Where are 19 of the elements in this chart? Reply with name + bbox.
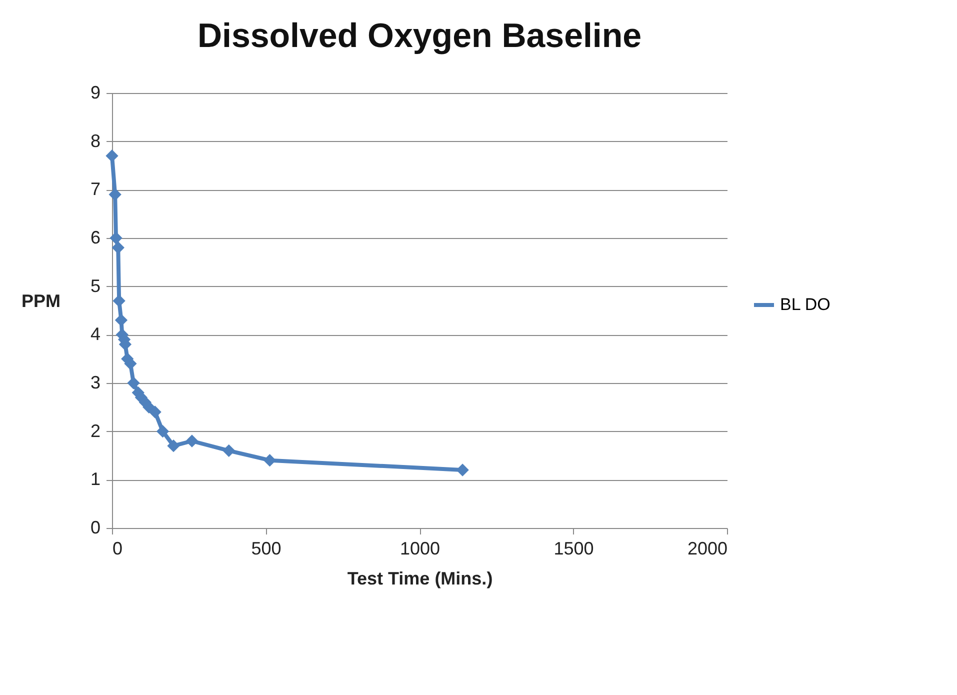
y-tick-label: 0 xyxy=(90,518,100,538)
chart-title: Dissolved Oxygen Baseline xyxy=(197,17,642,55)
y-tick-label: 6 xyxy=(90,228,100,248)
legend-label: BL DO xyxy=(780,295,830,314)
x-tick-label: 1000 xyxy=(400,538,440,558)
x-tick-label: 0 xyxy=(112,538,123,558)
y-tick-label: 8 xyxy=(90,130,100,151)
x-tick-label: 1500 xyxy=(554,538,594,558)
y-axis-title: PPM xyxy=(21,291,60,311)
y-tick-label: 4 xyxy=(90,324,100,344)
x-axis-title: Test Time (Mins.) xyxy=(347,568,493,588)
y-tick-label: 9 xyxy=(90,82,100,102)
y-tick-label: 7 xyxy=(90,179,100,200)
y-tick-label: 1 xyxy=(90,469,100,490)
y-tick-label: 3 xyxy=(90,372,100,392)
x-tick-label: 500 xyxy=(251,538,282,558)
y-tick-label: 5 xyxy=(90,276,100,296)
y-tick-label: 2 xyxy=(90,420,100,441)
x-tick-label: 2000 xyxy=(687,538,728,558)
